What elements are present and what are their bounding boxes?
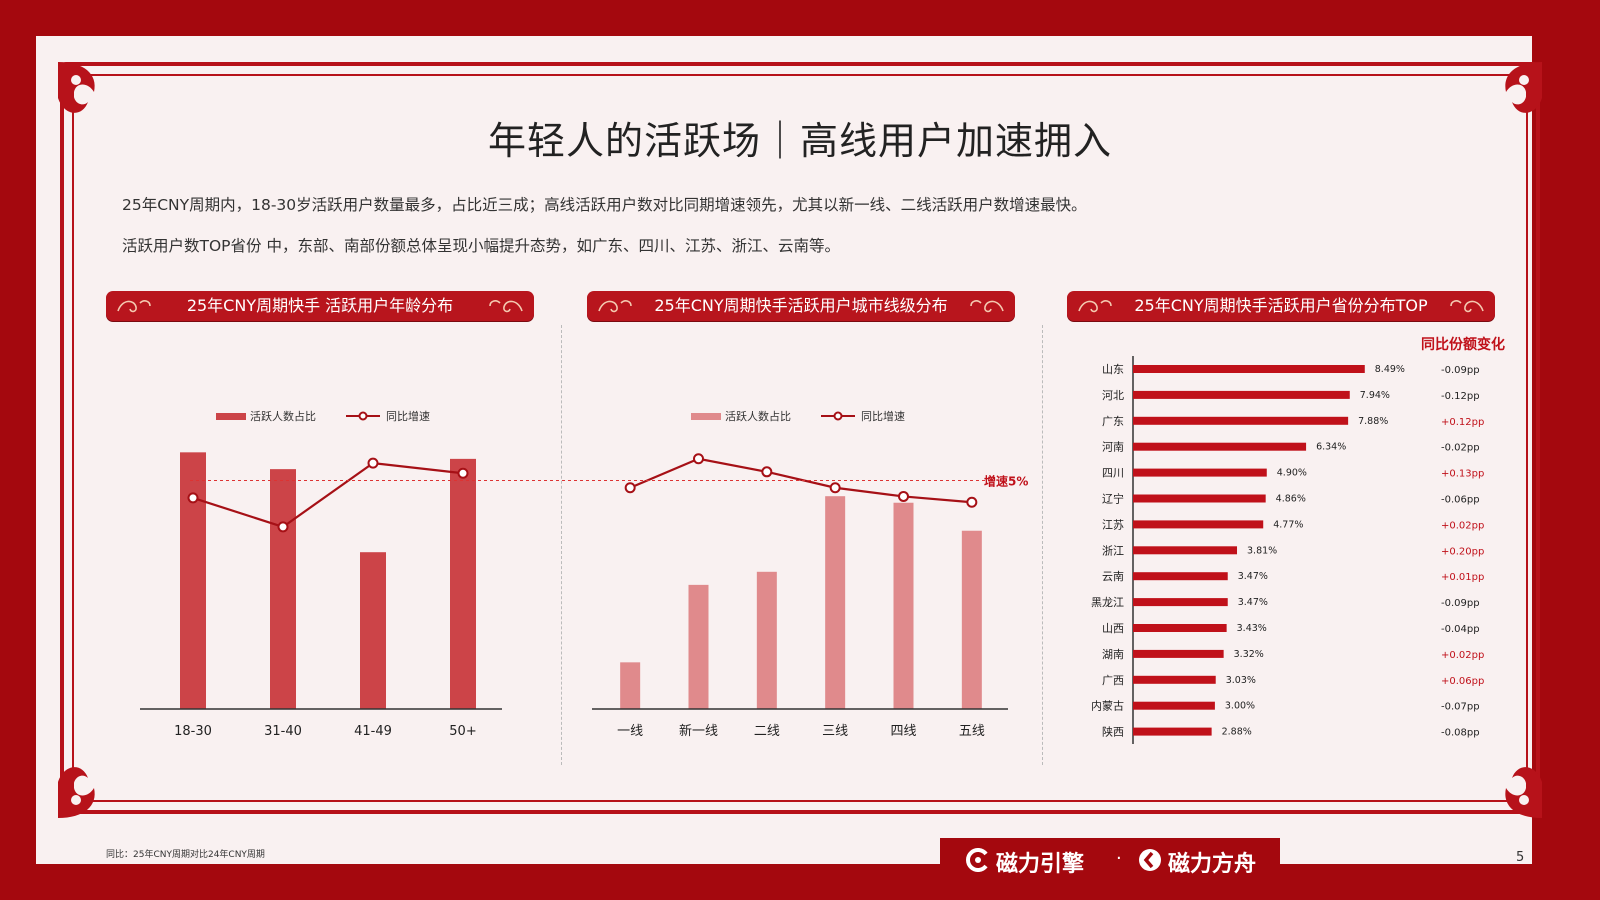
brand-separator: · — [1116, 848, 1122, 869]
banner-age-label: 25年CNY周期快手 活跃用户年龄分布 — [186, 296, 454, 315]
description-line-1: 25年CNY周期内，18-30岁活跃用户数量最多，占比近三成；高线活跃用户数对比… — [122, 196, 1087, 214]
page-title: 年轻人的活跃场｜高线用户加速拥入 — [487, 119, 1112, 163]
footnote: 同比：25年CNY周期对比24年CNY周期 — [106, 850, 265, 860]
corner-ornament-icon — [58, 62, 95, 113]
swirl-icon — [1450, 300, 1484, 313]
banner-age: 25年CNY周期快手 活跃用户年龄分布 — [106, 291, 534, 321]
decorative-frame-outer — [60, 62, 1540, 814]
swirl-icon — [117, 300, 151, 313]
brand-plate — [940, 838, 1280, 872]
swirl-icon — [598, 300, 632, 313]
corner-ornament-icon — [58, 767, 95, 818]
brand-logo-icon — [966, 848, 988, 872]
corner-ornament-icon — [1505, 62, 1542, 113]
banner-province-label: 25年CNY周期快手活跃用户省份分布TOP — [1134, 296, 1428, 315]
brand-logo-icon — [1139, 849, 1161, 871]
brand-name-2: 磁力方舟 — [1168, 852, 1257, 877]
banner-province: 25年CNY周期快手活跃用户省份分布TOP — [1067, 291, 1495, 321]
swirl-icon — [489, 300, 523, 313]
brand-name-1: 磁力引擎 — [996, 852, 1085, 877]
description-line-2: 活跃用户数TOP省份 中，东部、南部份额总体呈现小幅提升态势，如广东、四川、江苏… — [122, 237, 840, 255]
corner-ornament-icon — [1505, 767, 1542, 818]
decorative-frame-inner — [72, 74, 1528, 802]
banner-city-label: 25年CNY周期快手活跃用户城市线级分布 — [654, 296, 948, 315]
panel-divider — [1042, 325, 1043, 765]
panel-divider — [561, 325, 562, 765]
page-number: 5 — [1516, 850, 1525, 865]
banner-city: 25年CNY周期快手活跃用户城市线级分布 — [587, 291, 1015, 321]
swirl-icon — [970, 300, 1004, 313]
swirl-icon — [1078, 300, 1112, 313]
